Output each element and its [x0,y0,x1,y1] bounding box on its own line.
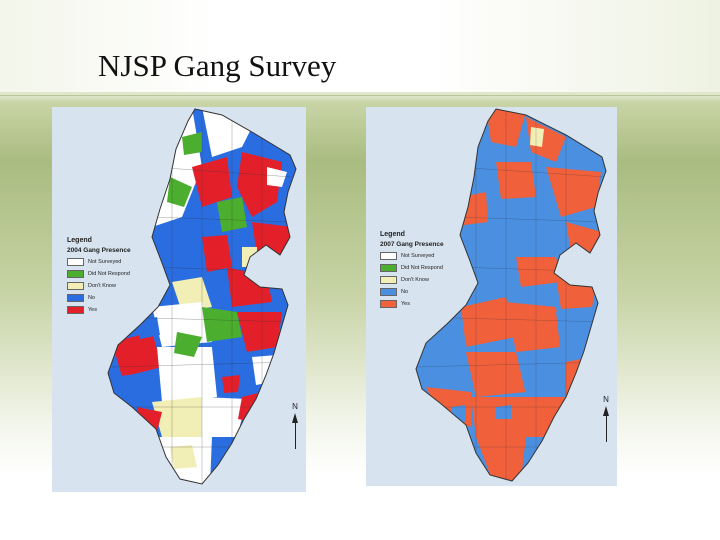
slide-title: NJSP Gang Survey [98,48,337,83]
map-2007-border-lines [416,109,606,481]
map-2007-graphic [415,108,607,482]
map-2004-graphic [107,108,297,485]
map-2007-legend: Legend 2007 Gang Presence Not Surveyed D… [380,231,465,308]
title-band [0,0,720,92]
legend-item-no: No [67,294,147,302]
legend-item-dont-know: Don't Know [67,282,147,290]
north-label: N [603,395,609,404]
legend-title: Legend [380,231,405,238]
map-2004-border-lines [111,109,293,484]
legend-title: Legend [67,237,92,244]
legend-subtitle: 2007 Gang Presence [380,241,444,248]
legend-subtitle: 2004 Gang Presence [67,247,131,254]
map-2004-legend: Legend 2004 Gang Presence Not Surveyed D… [67,237,147,314]
title-rule-line [0,95,720,96]
legend-item-did-not-respond: Did Not Respond [67,270,147,278]
map-2007-north-arrow: N [599,395,613,442]
legend-item-not-surveyed: Not Surveyed [380,252,465,260]
legend-item-not-surveyed: Not Surveyed [67,258,147,266]
map-2007: Legend 2007 Gang Presence Not Surveyed D… [366,107,617,486]
legend-item-did-not-respond: Did Not Respond [380,264,465,272]
legend-item-yes: Yes [380,300,465,308]
map-2004: Legend 2004 Gang Presence Not Surveyed D… [52,107,306,492]
legend-item-no: No [380,288,465,296]
legend-item-yes: Yes [67,306,147,314]
north-label: N [292,402,298,411]
legend-item-dont-know: Don't Know [380,276,465,284]
map-2004-north-arrow: N [288,402,302,449]
title-rule [0,92,720,95]
